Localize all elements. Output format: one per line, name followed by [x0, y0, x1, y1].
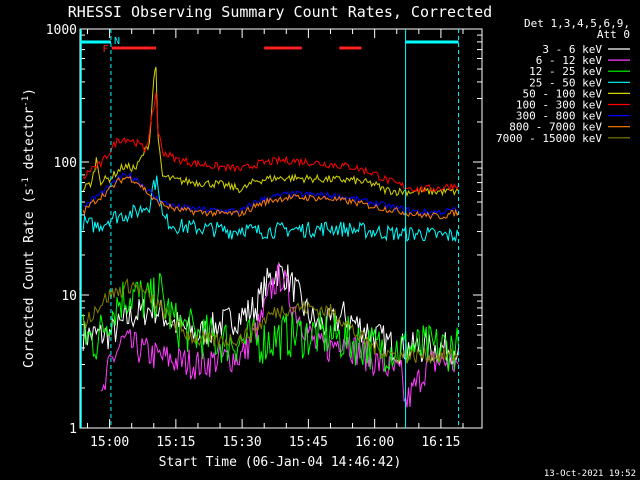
legend-label: 25 - 50 keV	[529, 76, 602, 89]
overlay-layer: FN	[80, 29, 460, 428]
legend-label: 800 - 7000 keV	[509, 121, 602, 134]
legend-header-line2: Att 0	[597, 28, 630, 41]
legend-label: 300 - 800 keV	[516, 110, 602, 123]
legend-label: 6 - 12 keV	[536, 54, 603, 67]
x-tick-label: 15:45	[289, 435, 328, 450]
x-tick-label: 15:30	[223, 435, 262, 450]
y-tick-label: 100	[54, 156, 77, 171]
series-line-1	[100, 262, 459, 408]
night-flag: N	[114, 36, 120, 47]
y-axis-label-sup2: -1	[21, 96, 31, 107]
footer-date: 13-Oct-2021 19:52	[544, 469, 636, 479]
legend-label: 50 - 100 keV	[523, 87, 603, 100]
series-line-7	[82, 175, 460, 220]
y-axis-label-end: )	[22, 88, 37, 96]
legend-label: 3 - 6 keV	[542, 43, 602, 56]
series-line-3	[82, 175, 460, 243]
plot-area: 1000 100 10 1 15:00 15:15 15:30 15:45 16:00 16:15	[46, 23, 483, 450]
y-axis-label: Corrected Count Rate (s-1 detector-1)	[21, 88, 37, 368]
y-tick-label: 1000	[46, 23, 77, 38]
x-tick-label: 16:00	[355, 435, 394, 450]
legend-label: 12 - 25 keV	[529, 65, 602, 78]
y-axis-label-sup1: -1	[21, 177, 31, 188]
x-tick-label: 15:15	[156, 435, 195, 450]
legend-label: 7000 - 15000 keV	[496, 132, 602, 145]
plot-frame	[79, 28, 483, 429]
series-line-2	[82, 272, 460, 372]
series-line-5	[82, 92, 460, 194]
legend-label: 100 - 300 keV	[516, 99, 602, 112]
legend-header-line1: Det 1,3,4,5,6,9,	[524, 17, 630, 30]
series-line-8	[82, 277, 459, 364]
x-tick-label: 15:00	[90, 435, 129, 450]
x-tick-label: 16:15	[421, 435, 460, 450]
series-layer	[82, 66, 460, 408]
chart-title: RHESSI Observing Summary Count Rates, Co…	[68, 3, 492, 21]
x-axis-label: Start Time (06-Jan-04 14:46:42)	[159, 455, 402, 470]
y-tick-label: 10	[61, 289, 77, 304]
svg-text:Corrected Count Rate (s-1 dete: Corrected Count Rate (s-1 detector-1)	[21, 88, 37, 368]
y-axis-label-main: Corrected Count Rate (s	[22, 188, 37, 368]
y-axis-label-mid: detector	[22, 107, 37, 178]
y-tick-label: 1	[69, 422, 77, 437]
flare-flag: F	[103, 44, 109, 55]
